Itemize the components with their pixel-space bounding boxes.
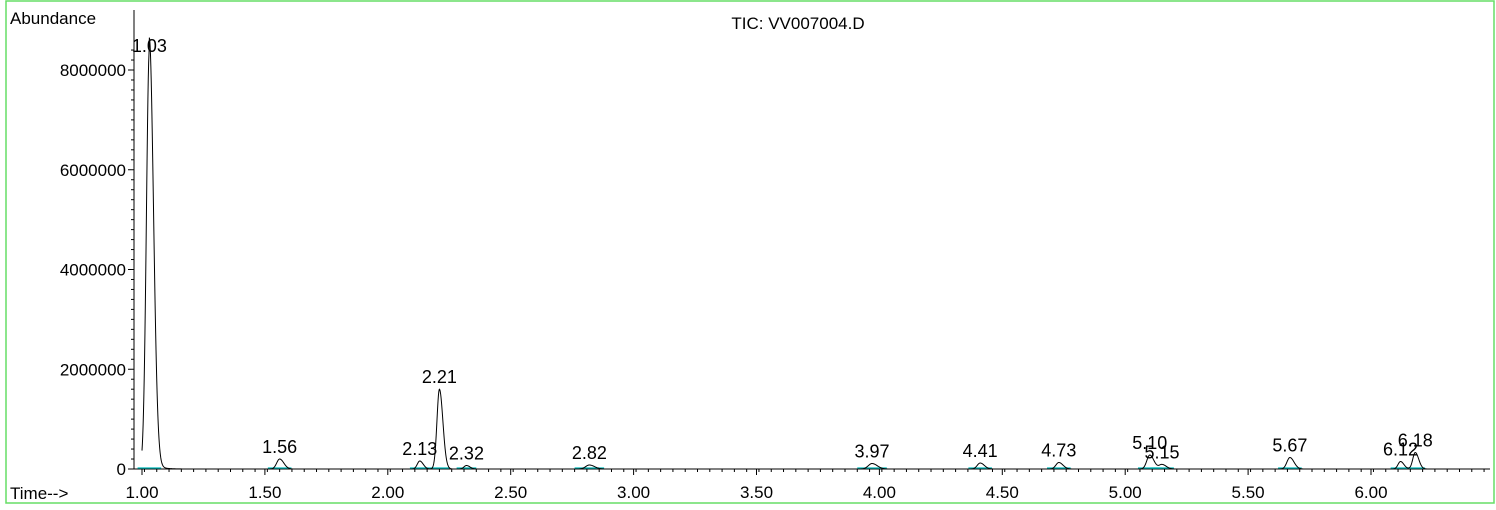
tic-trace	[141, 37, 1482, 470]
y-tick-label: 6000000	[60, 161, 126, 180]
x-tick-label: 2.50	[494, 483, 527, 502]
peak-label: 4.73	[1041, 441, 1076, 461]
chart-title: TIC: VV007004.D	[731, 14, 864, 33]
peak-label: 2.32	[449, 444, 484, 464]
x-tick-label: 1.00	[125, 483, 158, 502]
peak-label: 3.97	[855, 442, 890, 462]
peak-label: 6.12	[1383, 440, 1418, 460]
peak-label: 2.13	[402, 439, 437, 459]
x-tick-label: 3.00	[617, 483, 650, 502]
peak-label: 5.10	[1132, 433, 1167, 453]
x-ticks: 1.00 1.50 2.00 2.50 3.00 3.50 4.00 4.50 5.00 5.50…	[125, 469, 1485, 502]
peak-label: 4.41	[963, 441, 998, 461]
peak-label: 1.56	[262, 437, 297, 457]
peak-label: 1.03	[132, 36, 167, 56]
x-tick-label: 4.50	[986, 483, 1019, 502]
y-axis-label: Abundance	[10, 9, 96, 28]
peak-label: 5.67	[1272, 436, 1307, 456]
peak-label: 2.82	[572, 443, 607, 463]
x-tick-label: 6.00	[1354, 483, 1387, 502]
x-tick-label: 5.50	[1232, 483, 1265, 502]
x-tick-label: 2.00	[371, 483, 404, 502]
peak-labels: 1.03 1.56 2.13 2.21 2.32 2.82 3.97 4.41 4.73 5.10…	[132, 36, 1433, 464]
y-tick-label: 4000000	[60, 261, 126, 280]
x-tick-label: 4.00	[863, 483, 896, 502]
x-tick-label: 1.50	[248, 483, 281, 502]
y-ticks: 0 2000000 4000000 6000000 8000000	[60, 49, 134, 479]
chart-frame	[5, 0, 1495, 504]
x-tick-label: 3.50	[740, 483, 773, 502]
peak-label: 2.21	[422, 367, 457, 387]
y-tick-label: 0	[117, 460, 126, 479]
peak-label: 5.15	[1145, 443, 1180, 463]
y-tick-label: 8000000	[60, 61, 126, 80]
peak-label: 6.18	[1398, 431, 1433, 451]
x-tick-label: 5.00	[1109, 483, 1142, 502]
x-axis-label: Time-->	[10, 484, 68, 503]
y-tick-label: 2000000	[60, 360, 126, 379]
